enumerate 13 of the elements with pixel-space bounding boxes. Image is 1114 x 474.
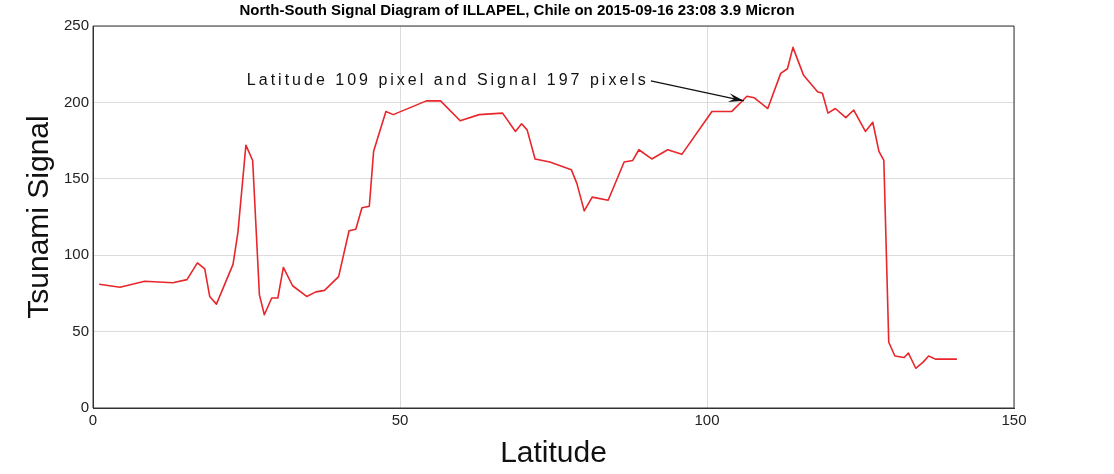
y-tick-label: 0 [80,398,90,416]
y-tick-label: 200 [64,92,90,110]
x-tick-label: 100 [694,411,720,429]
y-tick-label: 100 [64,245,90,263]
x-axis-title: Latitude [500,435,607,469]
y-tick-label: 150 [64,168,90,186]
annotation: Latitude 109 pixel and Signal 197 pixels [246,71,649,89]
chart-title: North-South Signal Diagram of ILLAPEL, Chile on 2015-09-16 23:08 3.9 Micron [239,1,795,19]
x-tick-label: 150 [1001,411,1027,429]
y-axis-title: Tsunami Signal [21,115,55,319]
y-tick-label: 250 [64,16,90,34]
y-tick-label: 50 [72,321,90,339]
x-tick-label: 50 [391,411,409,429]
